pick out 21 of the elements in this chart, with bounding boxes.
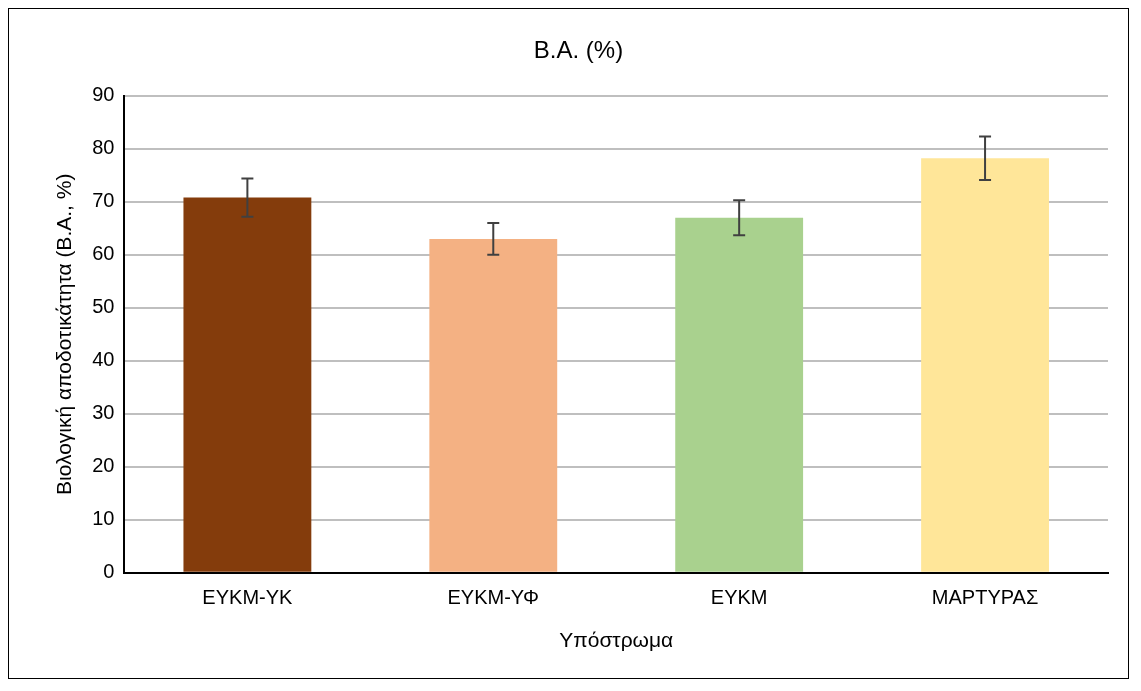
bar xyxy=(183,197,312,572)
x-tick-label: ΜΑΡΤΥΡΑΣ xyxy=(931,586,1039,609)
y-tick-label: 20 xyxy=(92,454,115,477)
y-tick-label: 30 xyxy=(92,401,115,424)
x-tick-label: ΕΥΚΜ xyxy=(710,586,768,609)
x-tick-label: ΕΥΚΜ-ΥΦ xyxy=(447,586,540,609)
y-tick-label: 60 xyxy=(92,242,115,265)
y-axis-title: Βιολογική αποδοτικάτητα (Β.Α., %) xyxy=(52,173,76,495)
bar xyxy=(429,238,558,572)
chart-title: Β.Α. (%) xyxy=(533,36,624,64)
y-tick-label: 10 xyxy=(92,507,115,530)
y-tick-label: 90 xyxy=(92,83,115,106)
bar xyxy=(921,158,1049,572)
y-tick-label: 50 xyxy=(92,295,115,318)
x-axis-title: Υπόστρωμα xyxy=(559,628,674,652)
y-tick-label: 40 xyxy=(92,348,115,371)
bar xyxy=(675,217,804,572)
x-tick-label: ΕΥΚΜ-ΥΚ xyxy=(202,586,294,609)
y-tick-label: 0 xyxy=(103,560,115,583)
y-tick-label: 70 xyxy=(92,189,115,212)
y-tick-label: 80 xyxy=(92,136,115,159)
